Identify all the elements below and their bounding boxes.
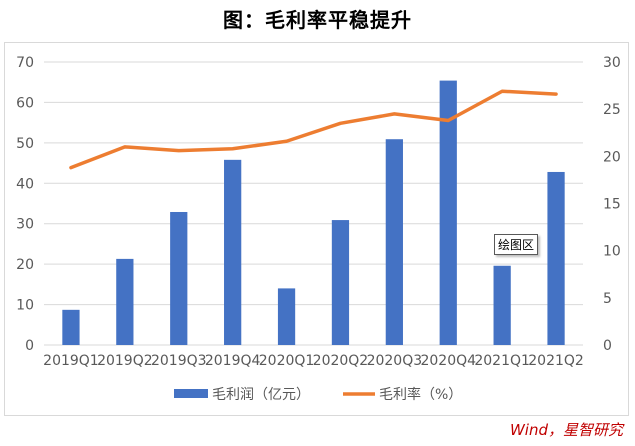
- x-tick-label: 2020Q4: [420, 353, 476, 369]
- y-tick-label: 60: [16, 95, 34, 111]
- x-axis-ticks: 2019Q12019Q22019Q32019Q42020Q12020Q22020…: [43, 353, 584, 369]
- bar: [277, 288, 296, 345]
- x-tick-label: 2020Q3: [367, 353, 423, 369]
- x-tick-label: 2019Q2: [97, 353, 153, 369]
- source-note: Wind，星智研究: [509, 421, 623, 439]
- y-tick-label: 50: [16, 136, 34, 152]
- y2-tick-label: 20: [603, 149, 621, 165]
- gridlines: [44, 61, 583, 346]
- x-tick-label: 2020Q2: [313, 353, 369, 369]
- y-tick-label: 40: [16, 176, 34, 192]
- bar-series: [62, 80, 565, 346]
- x-tick-label: 2019Q4: [205, 353, 261, 369]
- bar: [493, 265, 511, 345]
- y-tick-label: 20: [16, 257, 34, 273]
- y-tick-label: 0: [25, 338, 34, 354]
- line-series: [69, 89, 558, 170]
- legend-label-line: 毛利率（%）: [379, 386, 462, 403]
- legend-label-bar: 毛利润（亿元）: [212, 387, 310, 403]
- bar: [170, 211, 188, 345]
- x-tick-label: 2021Q1: [474, 353, 530, 369]
- y-tick-label: 30: [16, 217, 34, 233]
- y2-tick-label: 5: [603, 291, 612, 307]
- y2-tick-label: 25: [603, 102, 621, 118]
- y-tick-label: 70: [16, 55, 34, 71]
- legend-swatch-bar: [174, 389, 208, 398]
- chart-title: 图：毛利率平稳提升: [223, 8, 412, 32]
- left-axis-ticks: 0 10 20 30 40 50 60 70: [16, 55, 34, 354]
- x-tick-label: 2021Q2: [528, 353, 584, 369]
- plot-frame: [4, 42, 629, 416]
- x-tick-label: 2019Q1: [43, 353, 99, 369]
- y-tick-label: 10: [16, 298, 34, 314]
- bar: [224, 159, 242, 345]
- bar: [331, 220, 350, 345]
- y2-tick-label: 15: [603, 197, 621, 213]
- right-axis-ticks: 0 5 10 15 20 25 30: [603, 55, 621, 354]
- x-tick-label: 2020Q1: [259, 353, 315, 369]
- x-tick-label: 2019Q3: [151, 353, 207, 369]
- bar: [62, 309, 80, 345]
- bar: [116, 258, 134, 345]
- y2-tick-label: 30: [603, 55, 621, 71]
- y2-tick-label: 10: [603, 244, 621, 260]
- line-path: [69, 89, 558, 170]
- bar: [439, 80, 457, 346]
- legend: 毛利润（亿元） 毛利率（%）: [174, 386, 462, 403]
- y2-tick-label: 0: [603, 338, 612, 354]
- bar: [547, 171, 565, 345]
- plot-area-tooltip: 绘图区: [494, 234, 539, 255]
- bar: [385, 139, 403, 345]
